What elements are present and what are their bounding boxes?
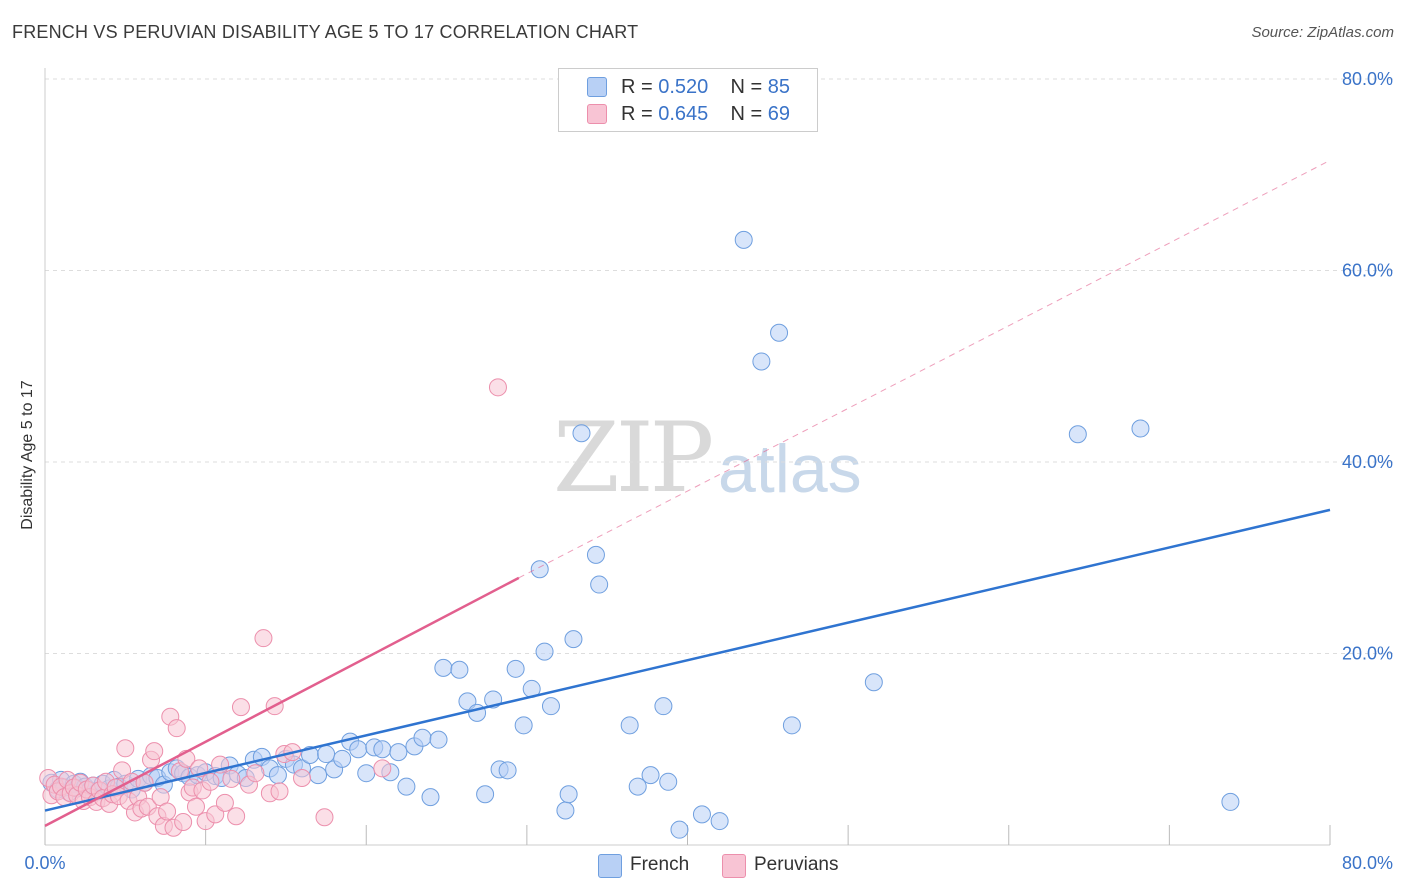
french-point [450,660,469,679]
french-point [541,697,560,716]
legend-swatch-french [598,854,622,878]
french-point [317,745,336,764]
french-point [389,743,408,762]
french-point [572,424,591,443]
french-point [434,658,453,677]
french-point [734,230,753,249]
y-tick-label: 40.0% [1342,452,1393,472]
peruvians-point [186,797,205,816]
french-point [752,352,771,371]
peruvians-point [488,378,507,397]
french-point [654,697,673,716]
french-point [564,630,583,649]
r-value-peruvians: 0.645 [658,103,709,125]
n-label: N = [730,103,768,125]
french-swatch [587,77,607,97]
french-point [670,820,689,839]
peruvians-point [215,793,234,812]
r-label: R = [621,103,659,125]
french-point [349,740,368,759]
french-point [397,777,416,796]
peruvians-point [145,742,164,761]
peruvians-point [227,807,246,826]
french-point [1131,419,1150,438]
x-tick-label: 80.0% [1342,853,1393,873]
french-point [590,575,609,594]
french-point [586,545,605,564]
french-point [429,730,448,749]
french-point [1221,792,1240,811]
french-point [864,673,883,692]
peruvians-point [174,813,193,832]
french-point [628,777,647,796]
legend-label-peruvians: Peruvians [754,854,839,875]
peruvians-point [116,739,135,758]
x-tick-label: 0.0% [24,853,65,873]
french-point [476,785,495,804]
french-point [556,801,575,820]
peruvians-point [206,805,225,824]
peruvians-trend-extension [518,159,1331,579]
watermark-zip: ZIP [553,402,714,514]
stats-text-french: R = 0.520 N = 85 [621,74,790,100]
stats-legend: R = 0.520 N = 85 R = 0.645 N = 69 [558,68,818,132]
r-value-french: 0.520 [658,76,709,98]
peruvians-point [315,808,334,827]
peruvians-point [231,698,250,717]
french-point [559,785,578,804]
french-point [692,805,711,824]
french-point [268,766,287,785]
peruvians-point [373,759,392,778]
french-point [782,716,801,735]
peruvians-point [158,802,177,821]
stats-text-peruvians: R = 0.645 N = 69 [621,101,790,127]
french-point [413,728,432,747]
french-point [514,716,533,735]
peruvians-point [167,719,186,738]
watermark-atlas: atlas [718,431,862,507]
french-point [373,740,392,759]
n-label: N = [730,76,768,98]
french-trend-line [44,508,1331,812]
legend-label-french: French [630,854,690,875]
peruvians-point [270,782,289,801]
french-point [710,812,729,831]
peruvians-point [293,768,311,787]
peruvians-point [246,764,265,783]
y-tick-label: 60.0% [1342,261,1393,281]
legend-swatch-peruvians [722,854,746,878]
r-label: R = [621,76,659,98]
peruvians-swatch [587,104,607,124]
french-point [309,766,328,785]
peruvians-point [222,769,241,788]
y-tick-label: 20.0% [1342,644,1393,664]
french-point [357,764,376,783]
french-point [506,659,525,678]
french-point [530,560,549,579]
chart-title: FRENCH VS PERUVIAN DISABILITY AGE 5 TO 1… [12,22,639,42]
peruvians-point [113,761,132,780]
french-point [659,772,678,791]
source-credit: Source: ZipAtlas.com [1251,24,1394,41]
french-point [1068,425,1087,444]
french-point [770,323,789,342]
y-tick-label: 80.0% [1342,69,1393,89]
french-point [498,761,517,780]
french-point [641,766,660,785]
peruvians-trend-line [44,576,520,827]
n-value-peruvians: 69 [767,103,791,125]
french-point [421,788,440,807]
peruvians-point [201,772,220,791]
french-point [620,716,639,735]
peruvians-point [254,629,273,648]
n-value-french: 85 [767,76,791,98]
french-point [333,749,352,768]
french-point [535,642,554,661]
french-point [458,692,477,711]
